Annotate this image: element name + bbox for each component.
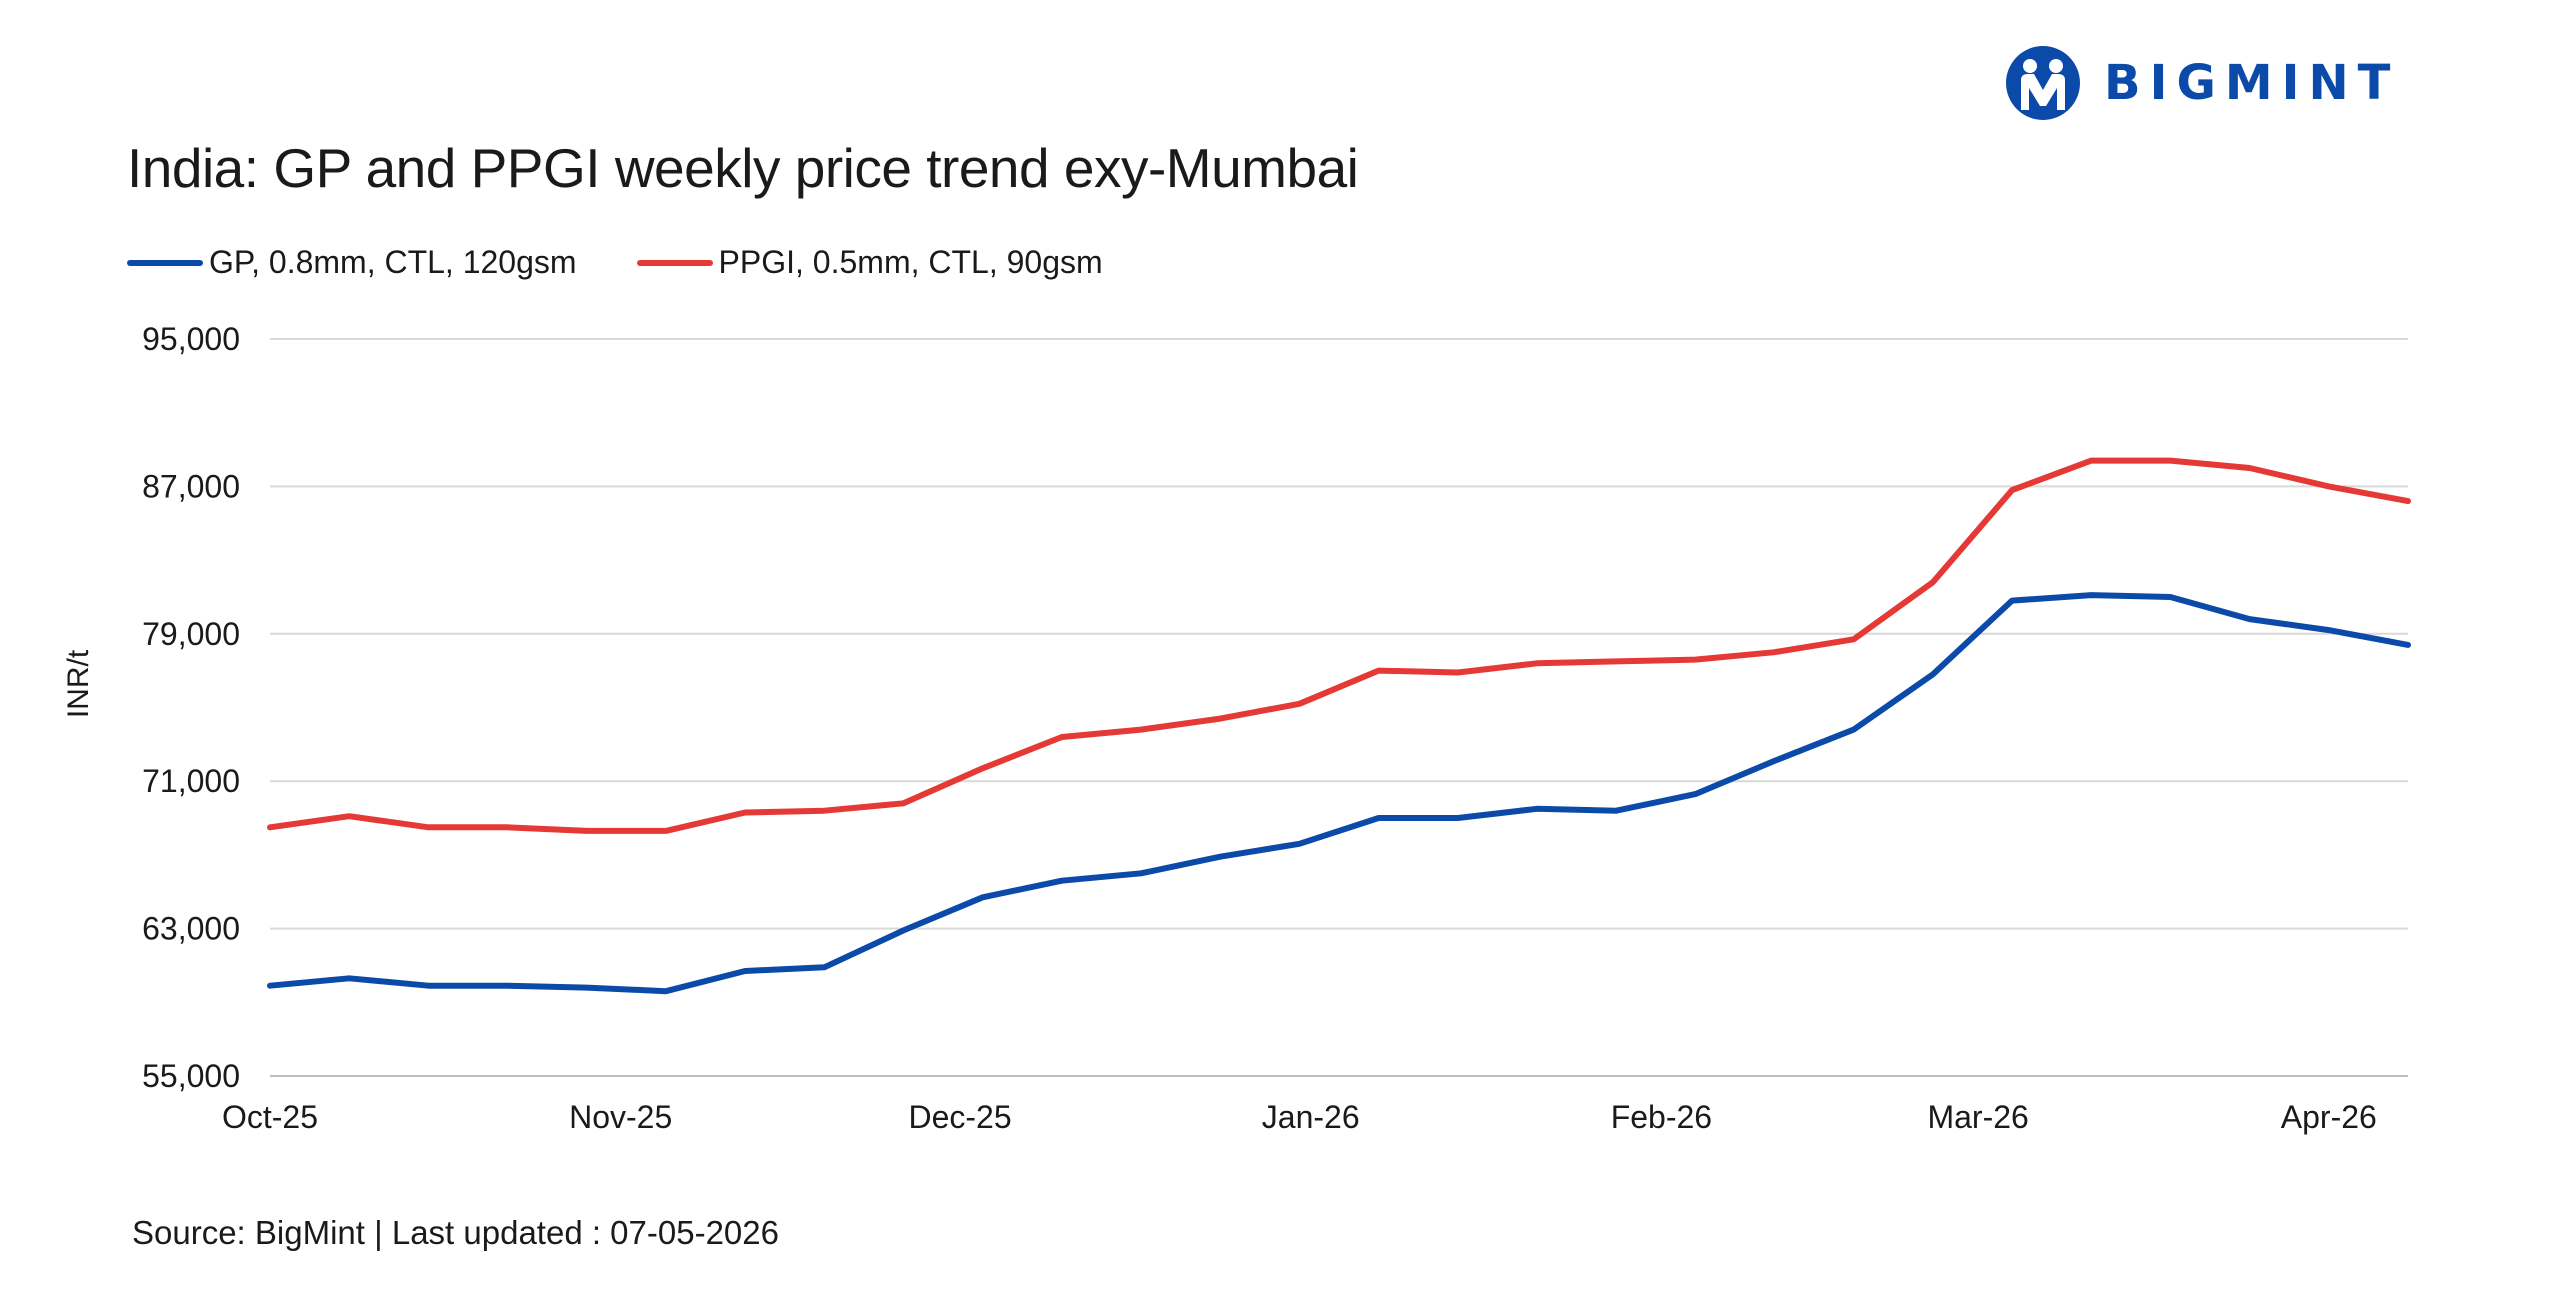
y-tick-label: 71,000 bbox=[142, 763, 240, 799]
x-tick-label: Oct-25 bbox=[222, 1099, 318, 1135]
series-line-gp bbox=[267, 592, 2411, 995]
brand-name: BIGMINT bbox=[2104, 55, 2400, 111]
series-line-ppgi bbox=[267, 457, 2411, 834]
legend-swatch-ppgi bbox=[636, 259, 713, 266]
chart-legend: GP, 0.8mm, CTL, 120gsm PPGI, 0.5mm, CTL,… bbox=[127, 244, 1163, 281]
y-axis-label: INR/t bbox=[62, 649, 95, 718]
x-tick-label: Apr-26 bbox=[2281, 1099, 2377, 1135]
x-tick-label: Jan-26 bbox=[1262, 1099, 1360, 1135]
y-tick-label: 55,000 bbox=[142, 1058, 240, 1094]
x-tick-label: Mar-26 bbox=[1927, 1099, 2028, 1135]
chart-title: India: GP and PPGI weekly price trend ex… bbox=[127, 137, 1359, 199]
source-note: Source: BigMint | Last updated : 07-05-2… bbox=[132, 1214, 779, 1251]
y-tick-label: 63,000 bbox=[142, 911, 240, 947]
legend-item-gp: GP, 0.8mm, CTL, 120gsm bbox=[127, 244, 577, 281]
legend-label-gp: GP, 0.8mm, CTL, 120gsm bbox=[209, 244, 577, 280]
y-tick-label: 79,000 bbox=[142, 616, 240, 652]
bigmint-logo-icon bbox=[2006, 46, 2080, 120]
x-tick-label: Nov-25 bbox=[569, 1099, 672, 1135]
bigmint-logo: BIGMINT bbox=[2004, 44, 2399, 122]
y-tick-label: 95,000 bbox=[142, 321, 240, 357]
legend-label-ppgi: PPGI, 0.5mm, CTL, 90gsm bbox=[718, 244, 1103, 280]
legend-item-ppgi: PPGI, 0.5mm, CTL, 90gsm bbox=[636, 244, 1103, 281]
x-tick-label: Dec-25 bbox=[908, 1099, 1011, 1135]
x-tick-label: Feb-26 bbox=[1611, 1099, 1712, 1135]
y-tick-label: 87,000 bbox=[142, 468, 240, 504]
legend-swatch-gp bbox=[127, 259, 203, 266]
